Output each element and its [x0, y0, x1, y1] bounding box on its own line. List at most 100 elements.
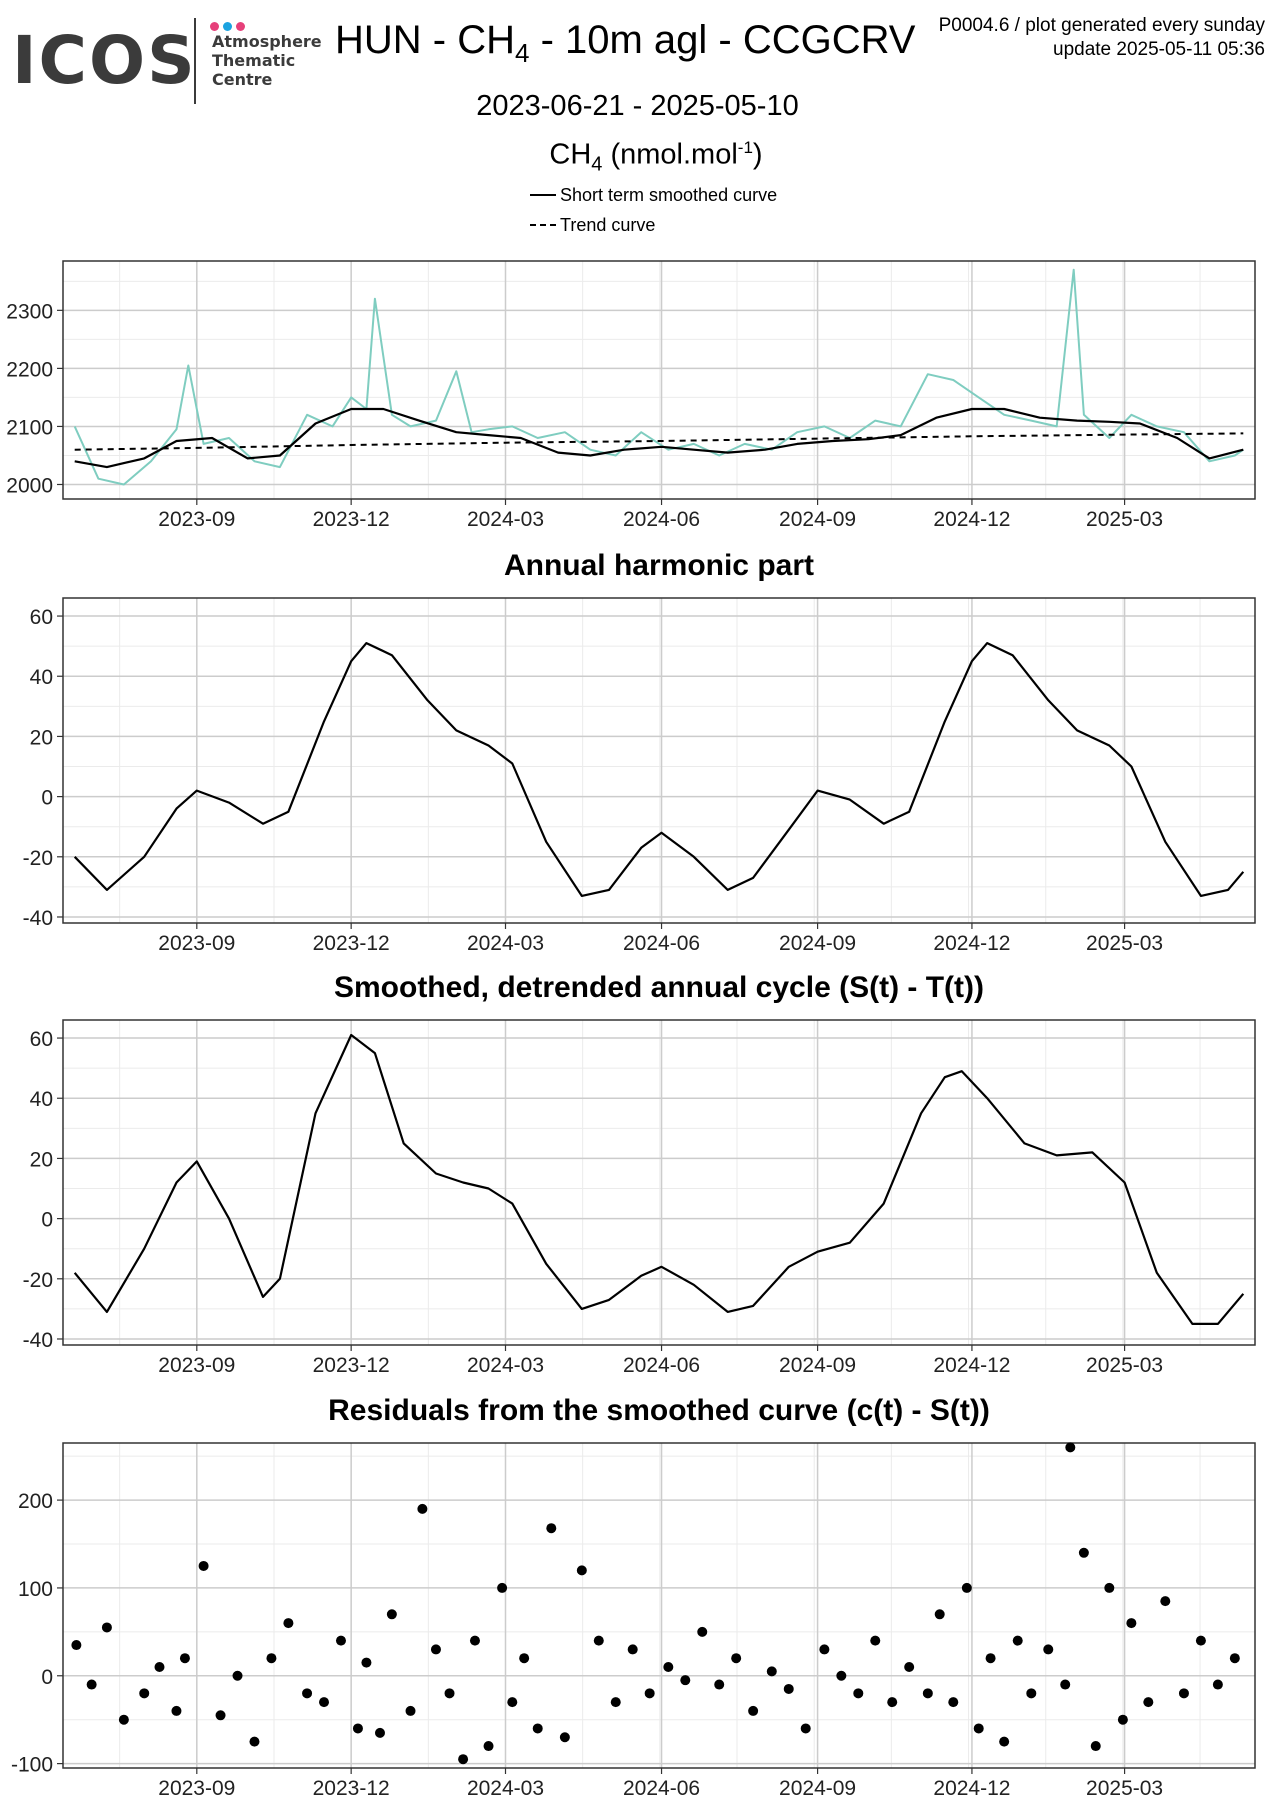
x-tick-label: 2024-06 [623, 1354, 700, 1377]
residual-point [714, 1679, 725, 1690]
residual-point [904, 1661, 915, 1672]
y-tick-label: 60 [30, 606, 53, 629]
x-tick-label: 2023-12 [313, 932, 390, 955]
residual-point [934, 1609, 945, 1620]
residual-point [644, 1688, 655, 1699]
update-timestamp: update 2025-05-11 05:36 [1053, 39, 1265, 60]
residual-point [1178, 1688, 1189, 1699]
y-tick-label: -100 [11, 1754, 53, 1777]
x-tick-label: 2024-12 [933, 1777, 1010, 1800]
residual-point [922, 1688, 933, 1699]
residual-point [800, 1723, 811, 1734]
x-tick-label: 2023-12 [313, 1354, 390, 1377]
residual-point [731, 1653, 742, 1664]
residual-point [283, 1618, 294, 1629]
residual-point [999, 1736, 1010, 1747]
panel-title: Smoothed, detrended annual cycle (S(t) -… [334, 971, 984, 1004]
residual-point [483, 1741, 494, 1752]
residual-point [853, 1688, 864, 1699]
x-tick-label: 2025-03 [1086, 508, 1163, 531]
residual-point [507, 1697, 518, 1708]
residual-point [1212, 1679, 1223, 1690]
residual-point [973, 1723, 984, 1734]
residual-point [766, 1666, 777, 1677]
y-axis-label: CH4 (nmol.mol-1) [549, 138, 763, 176]
residual-point [118, 1714, 129, 1725]
logo-wordmark: ICOS [12, 22, 197, 99]
x-tick-label: 2024-03 [467, 1777, 544, 1800]
smoothed-curve-line [74, 407, 1244, 469]
residual-point [819, 1644, 830, 1655]
x-tick-label: 2025-03 [1086, 1354, 1163, 1377]
residual-point [546, 1523, 557, 1534]
residual-point [71, 1640, 82, 1651]
x-tick-label: 2023-12 [313, 1777, 390, 1800]
x-tick-label: 2023-09 [158, 508, 235, 531]
residual-point [361, 1657, 372, 1668]
residual-point [1143, 1697, 1154, 1708]
residual-point [458, 1754, 469, 1765]
residual-point [86, 1679, 97, 1690]
panel-border [62, 260, 1256, 500]
residual-point [232, 1670, 243, 1681]
y-tick-label: 2300 [6, 300, 53, 323]
residual-point [961, 1582, 972, 1593]
residual-point [405, 1705, 416, 1716]
residual-point [593, 1635, 604, 1646]
x-tick-label: 2025-03 [1086, 1777, 1163, 1800]
residual-point [948, 1697, 959, 1708]
residual-point [1065, 1442, 1076, 1453]
icos-logo: ICOS Atmosphere Thematic Centre [12, 18, 322, 108]
residual-point [783, 1683, 794, 1694]
x-tick-label: 2024-09 [779, 1777, 856, 1800]
residual-point [171, 1705, 182, 1716]
residual-point [627, 1644, 638, 1655]
residual-point [374, 1727, 385, 1738]
y-tick-label: 40 [30, 1088, 53, 1111]
residual-point [215, 1710, 226, 1721]
residual-point [139, 1688, 150, 1699]
panel-title: Annual harmonic part [504, 549, 814, 582]
residual-point [610, 1697, 621, 1708]
residual-point [1117, 1714, 1128, 1725]
x-tick-label: 2024-09 [779, 1354, 856, 1377]
dashed-line-icon [530, 224, 556, 226]
y-tick-label: 0 [41, 1666, 53, 1689]
logo-line: Atmosphere [212, 32, 322, 51]
residual-point [249, 1736, 260, 1747]
page-title: HUN - CH4 - 10m agl - CCGCRV [335, 18, 916, 68]
logo-line: Centre [212, 70, 273, 89]
residual-point [532, 1723, 543, 1734]
residual-point [1012, 1635, 1023, 1646]
residual-point [198, 1560, 209, 1571]
residual-point [179, 1653, 190, 1664]
residual-point [1229, 1653, 1240, 1664]
residual-point [1078, 1547, 1089, 1558]
residual-point [985, 1653, 996, 1664]
x-tick-label: 2024-12 [933, 932, 1010, 955]
residual-point [386, 1609, 397, 1620]
residual-point [430, 1644, 441, 1655]
residual-point [870, 1635, 881, 1646]
x-tick-label: 2024-09 [779, 932, 856, 955]
x-tick-label: 2024-03 [467, 508, 544, 531]
note-line: P0004.6 / plot generated every sunday [938, 15, 1265, 36]
residual-point [1195, 1635, 1206, 1646]
solid-line-icon [530, 194, 556, 196]
x-tick-label: 2023-09 [158, 1354, 235, 1377]
residual-point [1160, 1596, 1171, 1607]
residual-point [887, 1697, 898, 1708]
residual-point [680, 1675, 691, 1686]
x-tick-label: 2024-12 [933, 1354, 1010, 1377]
residual-point [1126, 1618, 1137, 1629]
x-tick-label: 2023-09 [158, 932, 235, 955]
y-tick-label: 100 [18, 1578, 53, 1601]
y-tick-label: -40 [23, 1329, 53, 1352]
residual-point [302, 1688, 313, 1699]
residual-point [836, 1670, 847, 1681]
legend-label: Short term smoothed curve [560, 184, 778, 205]
x-tick-label: 2024-12 [933, 508, 1010, 531]
residual-point [1043, 1644, 1054, 1655]
x-tick-label: 2024-03 [467, 1354, 544, 1377]
